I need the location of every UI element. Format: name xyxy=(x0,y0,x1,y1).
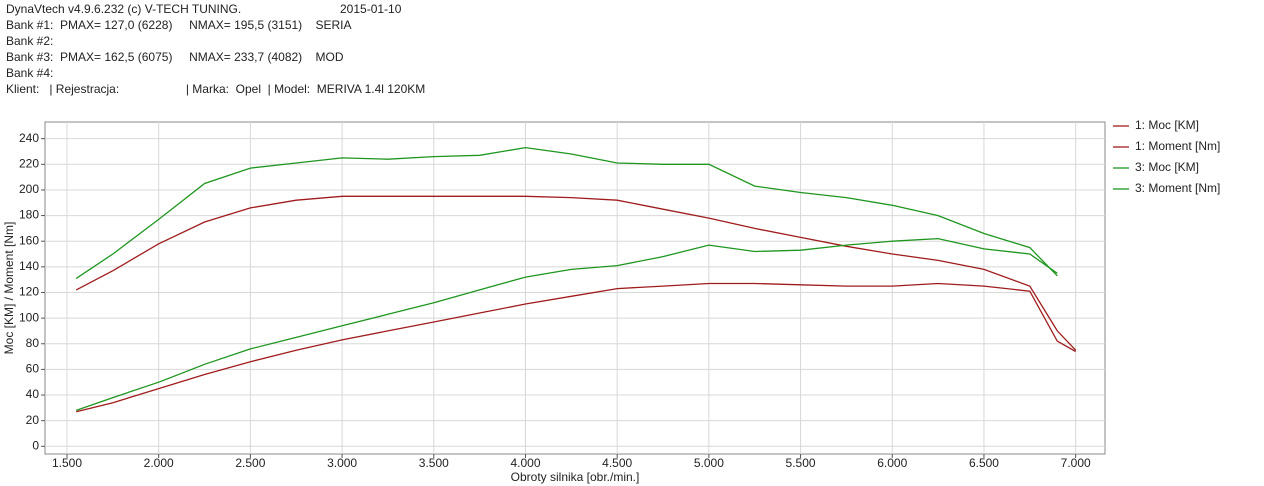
x-tick-label: 1.500 xyxy=(52,456,82,470)
x-tick-label: 4.000 xyxy=(510,456,540,470)
header-line: Bank #4: xyxy=(6,66,53,80)
x-tick-label: 3.500 xyxy=(419,456,449,470)
header-line: Bank #3: PMAX= 162,5 (6075) NMAX= 233,7 … xyxy=(6,50,344,64)
x-tick-label: 3.000 xyxy=(327,456,357,470)
y-tick-label: 0 xyxy=(32,438,39,452)
y-tick-label: 240 xyxy=(19,131,39,145)
y-tick-label: 20 xyxy=(26,413,40,427)
y-tick-label: 60 xyxy=(26,362,40,376)
x-tick-label: 6.000 xyxy=(877,456,907,470)
date: 2015-01-10 xyxy=(340,2,402,16)
series-line xyxy=(76,282,1077,413)
header-line: Bank #2: xyxy=(6,34,53,48)
x-tick-label: 7.000 xyxy=(1061,456,1091,470)
y-tick-label: 160 xyxy=(19,233,39,247)
y-tick-label: 180 xyxy=(19,208,39,222)
program: DynaVtech v4.9.6.232 (c) V-TECH TUNING. xyxy=(6,2,241,16)
x-tick-label: 6.500 xyxy=(969,456,999,470)
legend-label: 1: Moc [KM] xyxy=(1135,118,1199,132)
legend-label: 3: Moment [Nm] xyxy=(1135,181,1220,195)
y-tick-label: 220 xyxy=(19,156,39,170)
y-tick-label: 140 xyxy=(19,259,39,273)
x-tick-label: 5.000 xyxy=(694,456,724,470)
header-line: Klient: | Rejestracja: | Marka: Opel | M… xyxy=(6,82,425,96)
series-line xyxy=(75,195,1077,351)
x-tick-label: 5.500 xyxy=(786,456,816,470)
y-tick-label: 80 xyxy=(26,336,40,350)
legend-label: 3: Moc [KM] xyxy=(1135,160,1199,174)
x-tick-label: 2.000 xyxy=(144,456,174,470)
legend-label: 1: Moment [Nm] xyxy=(1135,139,1220,153)
series-line xyxy=(75,146,1058,279)
y-tick-label: 100 xyxy=(19,310,39,324)
y-tick-label: 40 xyxy=(26,387,40,401)
series-line xyxy=(75,237,1058,412)
y-tick-label: 120 xyxy=(19,285,39,299)
plot-area xyxy=(44,121,1106,455)
y-axis-label: Moc [KM] / Moment [Nm] xyxy=(2,222,16,355)
x-tick-label: 4.500 xyxy=(602,456,632,470)
x-axis-label: Obroty silnika [obr./min.] xyxy=(511,470,640,484)
header-line: Bank #1: PMAX= 127,0 (6228) NMAX= 195,5 … xyxy=(6,18,352,32)
x-tick-label: 2.500 xyxy=(235,456,265,470)
y-tick-label: 200 xyxy=(19,182,39,196)
